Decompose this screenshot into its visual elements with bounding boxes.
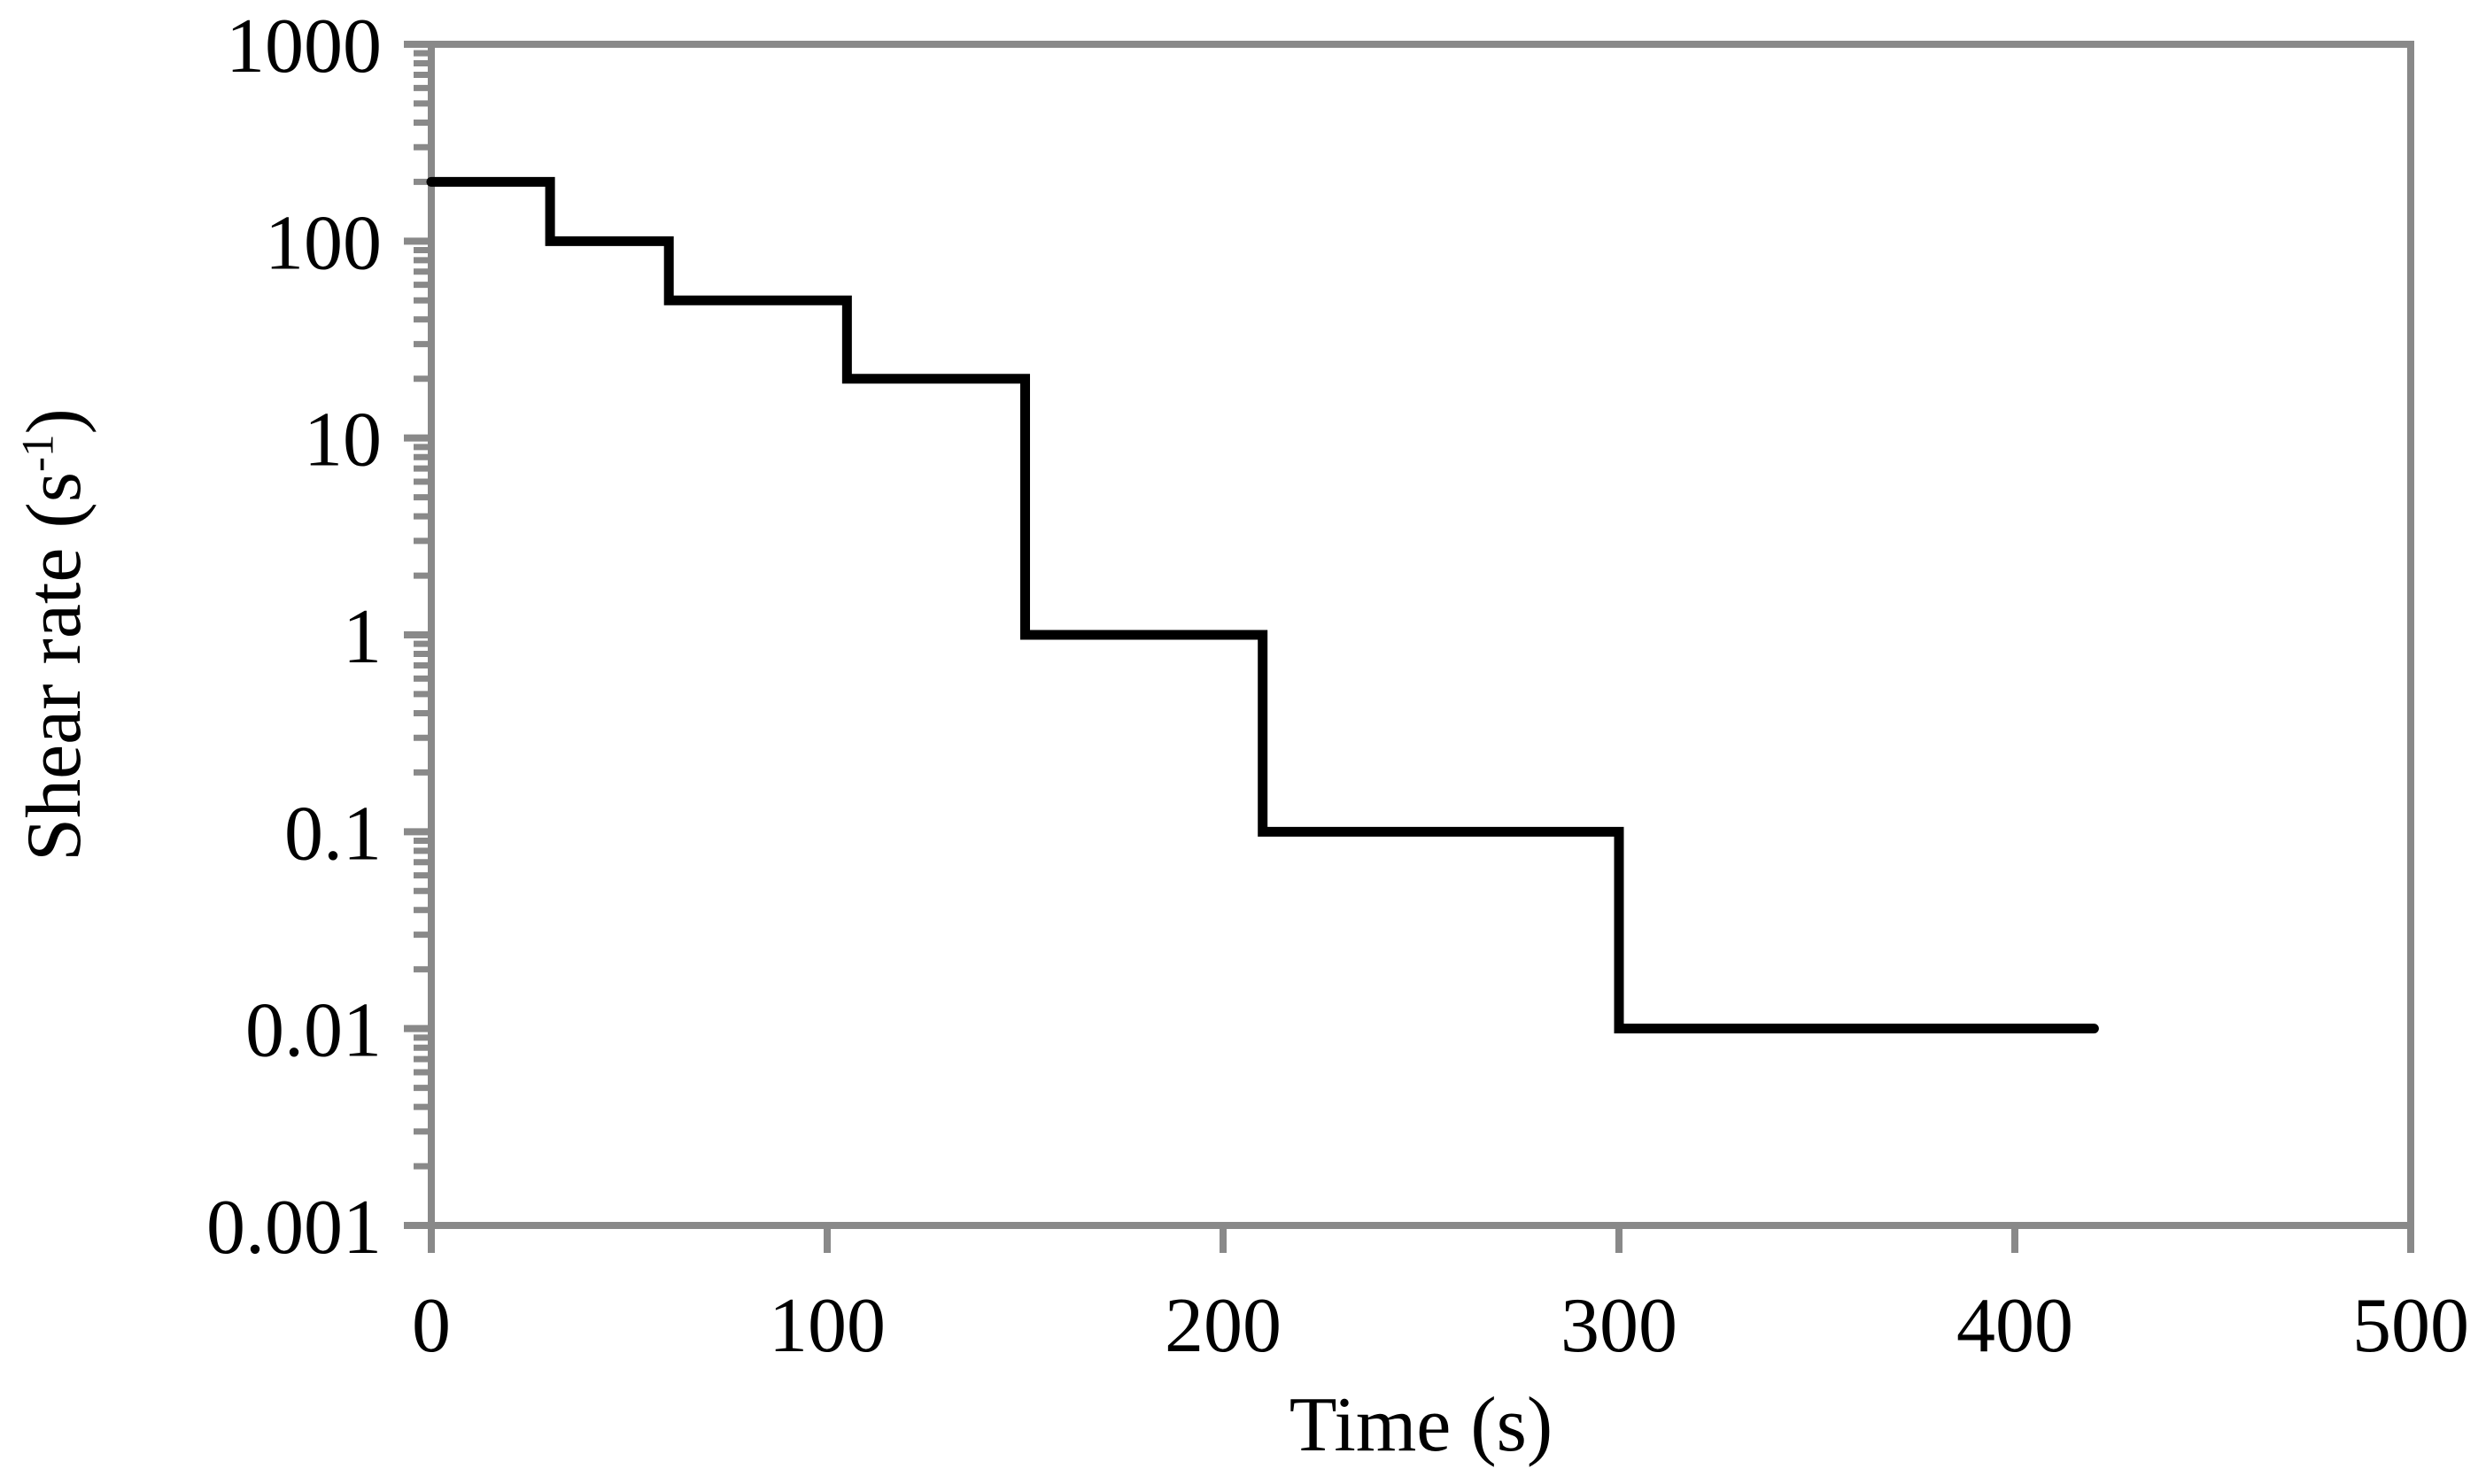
y-axis-title-base: Shear rate (s xyxy=(12,472,97,862)
x-tick-label: 100 xyxy=(769,1283,886,1369)
data-line xyxy=(426,176,2099,1034)
y-tick-label: 0.1 xyxy=(284,791,382,877)
plot-area: 1000 100 10 1 0.1 0.01 0.001 0 100 200 300 400 500 xyxy=(206,4,2469,1369)
y-tick-label: 0.01 xyxy=(245,988,382,1074)
x-axis-title-text: Time (s) xyxy=(1289,1382,1553,1468)
x-tick-label: 300 xyxy=(1561,1283,1677,1369)
x-tick-label: 200 xyxy=(1165,1283,1282,1369)
y-tick-label: 1 xyxy=(343,594,382,680)
x-tick-label: 0 xyxy=(412,1283,451,1369)
y-axis-title: Shear rate (s-1) xyxy=(2,15,108,1255)
y-tick-label: 1000 xyxy=(226,4,382,89)
y-axis-title-superscript: -1 xyxy=(13,434,64,473)
y-axis-title-close: ) xyxy=(12,408,97,435)
plot-border xyxy=(428,41,2414,1229)
y-tick-label: 10 xyxy=(304,398,382,483)
x-tick-label: 400 xyxy=(1956,1283,2073,1369)
y-tick-label: 0.001 xyxy=(206,1185,382,1271)
x-axis-title: Time (s) xyxy=(431,1381,2411,1479)
y-tick-label: 100 xyxy=(265,200,382,286)
x-tick-label: 500 xyxy=(2352,1283,2469,1369)
